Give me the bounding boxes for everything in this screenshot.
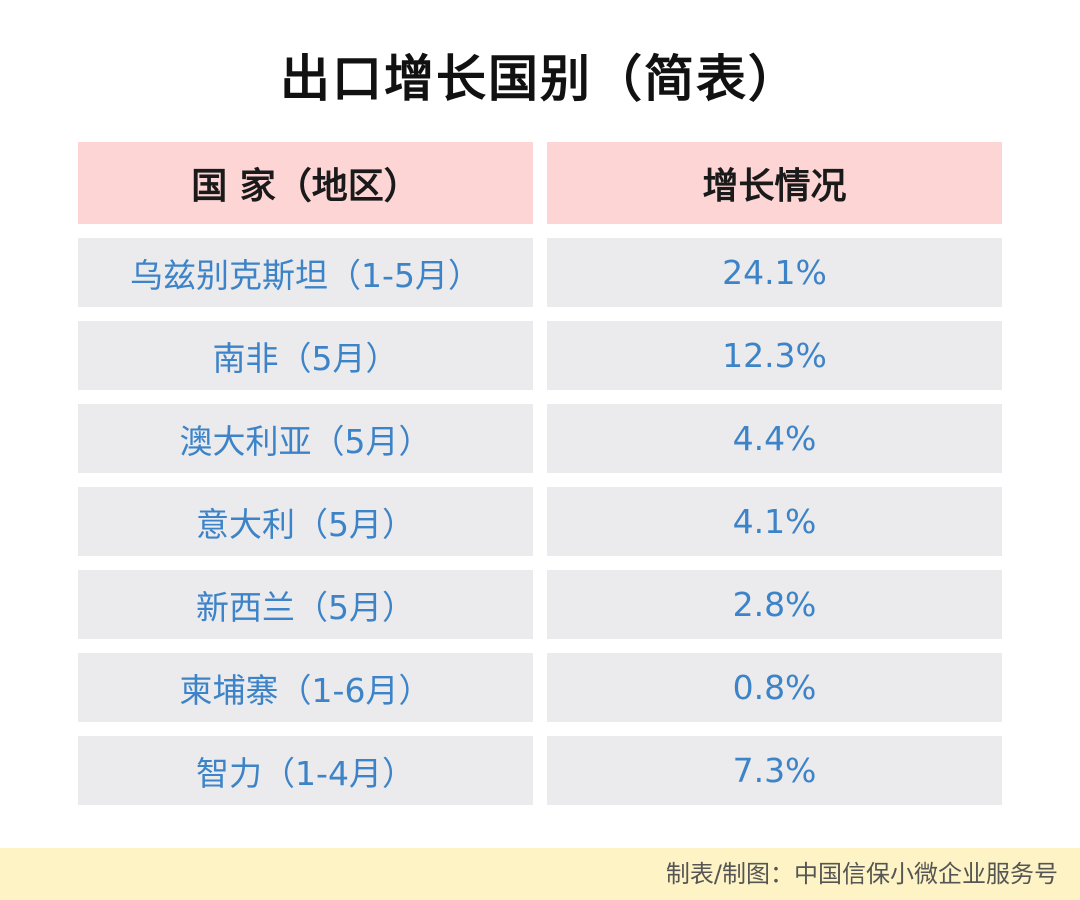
table-cell-growth: 2.8% — [547, 570, 1002, 639]
table-cell-growth: 4.4% — [547, 404, 1002, 473]
table-cell-country: 澳大利亚（5月） — [78, 404, 533, 473]
table-cell-country: 南非（5月） — [78, 321, 533, 390]
table-cell-growth: 0.8% — [547, 653, 1002, 722]
table-cell-country: 智力（1-4月） — [78, 736, 533, 805]
footer-credit: 制表/制图：中国信保小微企业服务号 — [665, 860, 1058, 888]
column-header-growth: 增长情况 — [547, 142, 1002, 224]
table-cell-growth: 4.1% — [547, 487, 1002, 556]
table-cell-growth: 7.3% — [547, 736, 1002, 805]
table-cell-country: 乌兹别克斯坦（1-5月） — [78, 238, 533, 307]
column-header-country: 国 家（地区） — [78, 142, 533, 224]
table-cell-country: 新西兰（5月） — [78, 570, 533, 639]
table-cell-country: 意大利（5月） — [78, 487, 533, 556]
table-cell-growth: 12.3% — [547, 321, 1002, 390]
table-cell-growth: 24.1% — [547, 238, 1002, 307]
footer-bar: 制表/制图：中国信保小微企业服务号 — [0, 848, 1080, 900]
table-title: 出口增长国别（简表） — [280, 50, 800, 108]
table-cell-country: 柬埔寨（1-6月） — [78, 653, 533, 722]
